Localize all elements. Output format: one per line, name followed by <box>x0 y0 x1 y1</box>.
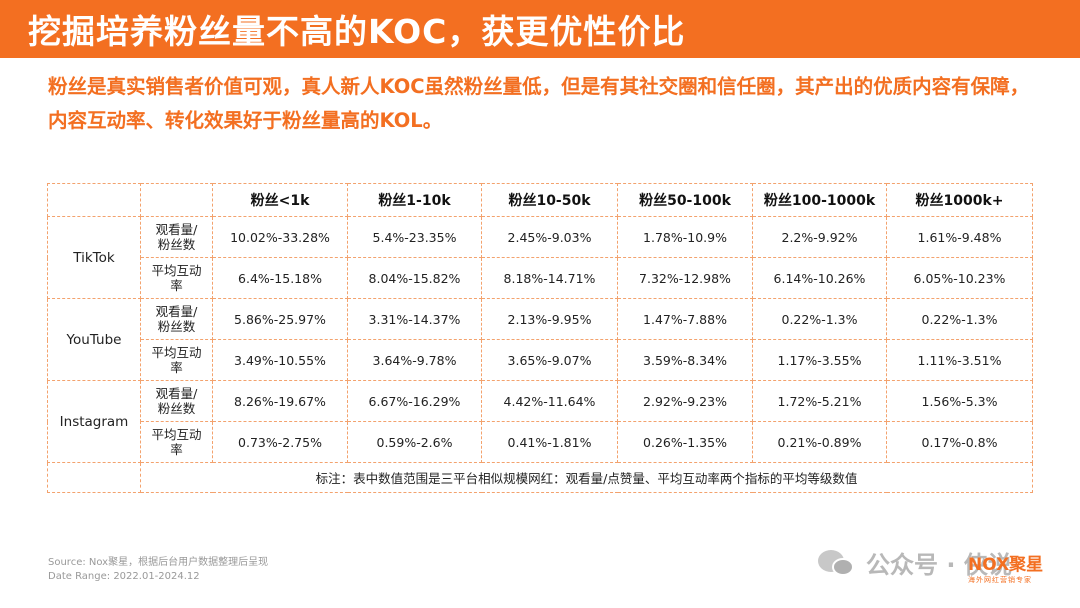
platform-name: TikTok <box>47 216 141 299</box>
table-row: YouTube 观看量/粉丝数 5.86%-25.97% 3.31%-14.37… <box>47 298 1033 381</box>
platform-name: Instagram <box>47 380 141 463</box>
table-cell: 0.26%-1.35% <box>617 421 753 463</box>
metric-label-line: 率 <box>170 442 183 457</box>
table-cell: 1.47%-7.88% <box>617 298 753 340</box>
nox-logo: NOX聚星 海外网红营销专家 <box>968 555 1048 589</box>
table-cell: 5.86%-25.97% <box>212 298 348 340</box>
table-cell: 1.78%-10.9% <box>617 216 753 258</box>
table-cell: 3.65%-9.07% <box>481 339 618 381</box>
table-cell: 1.72%-5.21% <box>752 380 887 422</box>
source-line: Source: Nox聚星，根据后台用户数据整理后呈现 <box>48 557 269 568</box>
logo-text: NOX聚星 <box>968 555 1044 575</box>
metric-label-line: 粉丝数 <box>157 319 196 334</box>
table-cell: 0.22%-1.3% <box>752 298 887 340</box>
table-cell: 0.22%-1.3% <box>886 298 1033 340</box>
table-cell: 0.41%-1.81% <box>481 421 618 463</box>
wechat-icon <box>818 548 858 578</box>
table-row: 平均互动率 3.49%-10.55% 3.64%-9.78% 3.65%-9.0… <box>48 339 1033 381</box>
header-cell: 粉丝10-50k <box>481 183 618 217</box>
data-table-container: 粉丝<1k 粉丝1-10k 粉丝10-50k 粉丝50-100k 粉丝100-1… <box>47 183 1033 493</box>
metric-label: 平均互动率 <box>140 257 213 299</box>
watermark-text: 公众号 · 侠说 <box>866 551 1012 579</box>
table-cell: 8.04%-15.82% <box>347 257 482 299</box>
table-note-row: 标注：表中数值范围是三平台相似规模网红：观看量/点赞量、平均互动率两个指标的平均… <box>47 462 1033 493</box>
metric-label: 观看量/粉丝数 <box>140 298 213 340</box>
table-note: 标注：表中数值范围是三平台相似规模网红：观看量/点赞量、平均互动率两个指标的平均… <box>140 462 1033 493</box>
metric-label-line: 平均互动 <box>151 345 202 360</box>
metric-label-line: 率 <box>170 278 183 293</box>
title-bar: 挖掘培养粉丝量不高的KOC，获更优性价比 <box>0 0 1080 58</box>
metric-label-line: 平均互动 <box>151 427 202 442</box>
metric-label: 观看量/粉丝数 <box>140 380 213 422</box>
table-cell: 6.05%-10.23% <box>886 257 1033 299</box>
metric-label-line: 粉丝数 <box>157 237 196 252</box>
table-cell: 2.92%-9.23% <box>617 380 753 422</box>
wechat-watermark: 公众号 · 侠说 <box>818 545 1012 580</box>
metric-label: 平均互动率 <box>140 339 213 381</box>
table-cell: 6.4%-15.18% <box>212 257 348 299</box>
metric-label: 平均互动率 <box>140 421 213 463</box>
page-title: 挖掘培养粉丝量不高的KOC，获更优性价比 <box>28 12 686 51</box>
header-cell: 粉丝1000k+ <box>886 183 1033 217</box>
source-note: Source: Nox聚星，根据后台用户数据整理后呈现 Date Range: … <box>48 556 268 584</box>
table-cell: 0.59%-2.6% <box>347 421 482 463</box>
table-cell: 1.56%-5.3% <box>886 380 1033 422</box>
header-cell: 粉丝1-10k <box>347 183 482 217</box>
table-cell: 4.42%-11.64% <box>481 380 618 422</box>
platform-name: YouTube <box>47 298 141 381</box>
metric-label-line: 粉丝数 <box>157 401 196 416</box>
table-cell: 7.32%-12.98% <box>617 257 753 299</box>
table-row: 平均互动率 0.73%-2.75% 0.59%-2.6% 0.41%-1.81%… <box>48 421 1033 463</box>
subtitle-text: 粉丝是真实销售者价值可观，真人新人KOC虽然粉丝量低，但是有其社交圈和信任圈，其… <box>48 75 1030 132</box>
table-cell: 0.21%-0.89% <box>752 421 887 463</box>
table-cell: 1.61%-9.48% <box>886 216 1033 258</box>
table-cell: 3.59%-8.34% <box>617 339 753 381</box>
table-cell: 10.02%-33.28% <box>212 216 348 258</box>
table-row: 平均互动率 6.4%-15.18% 8.04%-15.82% 8.18%-14.… <box>48 257 1033 299</box>
table-cell: 2.45%-9.03% <box>481 216 618 258</box>
table-cell: 0.17%-0.8% <box>886 421 1033 463</box>
table-cell: 3.64%-9.78% <box>347 339 482 381</box>
table-header-row: 粉丝<1k 粉丝1-10k 粉丝10-50k 粉丝50-100k 粉丝100-1… <box>47 183 1033 217</box>
metric-label-line: 率 <box>170 360 183 375</box>
table-cell: 2.13%-9.95% <box>481 298 618 340</box>
header-cell <box>140 183 213 217</box>
note-spacer-cell <box>47 462 141 493</box>
table-cell: 6.14%-10.26% <box>752 257 887 299</box>
header-cell <box>47 183 141 217</box>
table-cell: 1.17%-3.55% <box>752 339 887 381</box>
table-cell: 5.4%-23.35% <box>347 216 482 258</box>
table-cell: 1.11%-3.51% <box>886 339 1033 381</box>
metric-label-line: 观看量/ <box>155 304 198 319</box>
logo-tagline: 海外网红营销专家 <box>968 576 1032 584</box>
table-row: Instagram 观看量/粉丝数 8.26%-19.67% 6.67%-16.… <box>47 380 1033 463</box>
table-cell: 3.49%-10.55% <box>212 339 348 381</box>
header-cell: 粉丝50-100k <box>617 183 753 217</box>
table-row: TikTok 观看量/粉丝数 10.02%-33.28% 5.4%-23.35%… <box>47 216 1033 299</box>
header-cell: 粉丝100-1000k <box>752 183 887 217</box>
metric-label-line: 平均互动 <box>151 263 202 278</box>
metric-label-line: 观看量/ <box>155 222 198 237</box>
header-cell: 粉丝<1k <box>212 183 348 217</box>
table-cell: 6.67%-16.29% <box>347 380 482 422</box>
metric-label-line: 观看量/ <box>155 386 198 401</box>
table-cell: 0.73%-2.75% <box>212 421 348 463</box>
table-cell: 8.18%-14.71% <box>481 257 618 299</box>
engagement-table: 粉丝<1k 粉丝1-10k 粉丝10-50k 粉丝50-100k 粉丝100-1… <box>47 183 1033 493</box>
table-cell: 3.31%-14.37% <box>347 298 482 340</box>
table-cell: 8.26%-19.67% <box>212 380 348 422</box>
table-cell: 2.2%-9.92% <box>752 216 887 258</box>
metric-label: 观看量/粉丝数 <box>140 216 213 258</box>
date-range-line: Date Range: 2022.01-2024.12 <box>48 571 200 582</box>
